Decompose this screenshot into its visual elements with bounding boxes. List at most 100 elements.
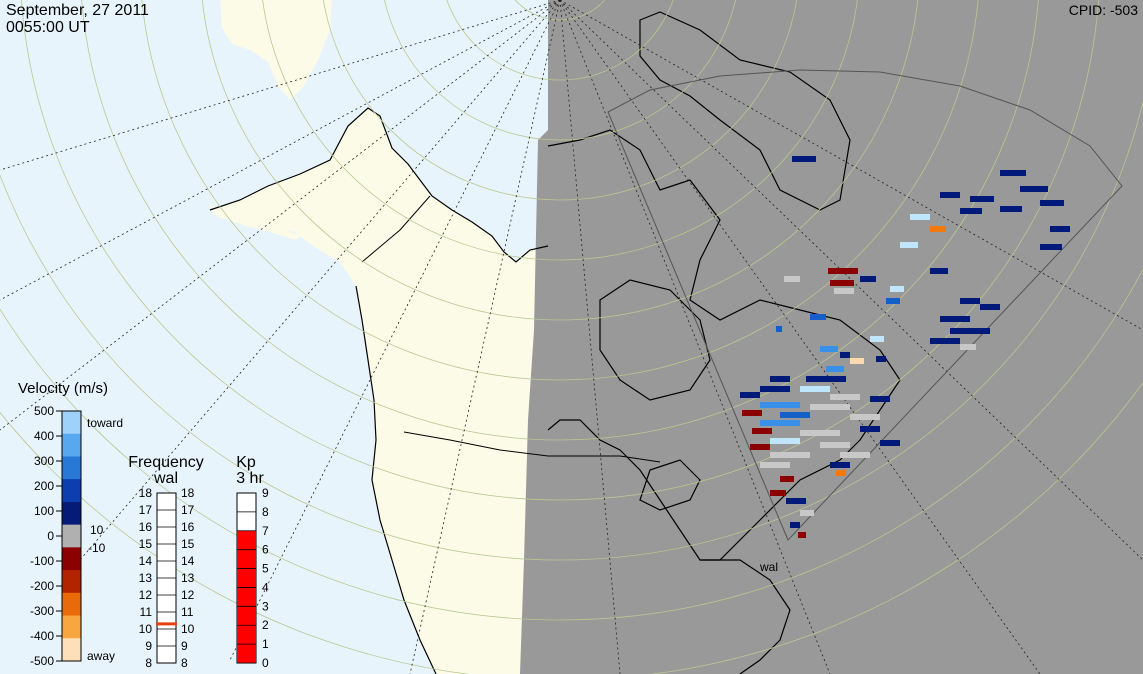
frequency-tick-label-left: 8	[145, 656, 152, 670]
night-region	[548, 0, 1143, 674]
frequency-tick-label-left: 9	[145, 639, 152, 653]
kp-subtitle: 3 hr	[236, 470, 264, 487]
day-land-greenland	[220, 0, 332, 100]
velocity-tick-label: 400	[34, 429, 54, 443]
night-coast-lakes	[639, 459, 701, 511]
echo-cell	[950, 328, 990, 334]
frequency-tick-label-right: 15	[181, 537, 195, 551]
echo-cell	[940, 192, 960, 198]
frequency-radar: wal	[153, 470, 178, 487]
frequency-tick-label-left: 16	[139, 520, 153, 534]
velocity-ticks: 500 400 300 200 100 0 -100 -200 -300 -400 -500	[30, 404, 62, 668]
velocity-color-segment	[62, 615, 81, 639]
echo-cell	[850, 358, 864, 364]
frequency-tick-label-right: 12	[181, 588, 195, 602]
echo-cell	[836, 470, 846, 476]
kp-tick-label: 2	[262, 618, 269, 632]
echo-cell	[930, 268, 948, 274]
echo-cell	[900, 242, 918, 248]
echo-cell	[760, 402, 800, 408]
frequency-tick-label-left: 18	[139, 486, 153, 500]
echo-cell	[784, 276, 800, 282]
frequency-tick-label-left: 11	[140, 605, 153, 619]
echo-cell	[742, 410, 762, 416]
kp-legend: Kp 3 hr 9 8 7 6 5 4 3 2 1 0	[236, 454, 269, 670]
frequency-tick-label-right: 9	[181, 639, 188, 653]
echo-cell	[1000, 206, 1022, 212]
kp-tick-label: 9	[262, 486, 269, 500]
velocity-tick-label: 100	[34, 504, 54, 518]
echo-cell	[960, 208, 982, 214]
velocity-tick-label: -200	[30, 579, 54, 593]
echo-cell	[960, 344, 976, 350]
border-us-canada	[403, 431, 661, 463]
velocity-gs-pos: 10	[90, 523, 104, 537]
echo-cell	[820, 346, 838, 352]
night-coast-hudson-bay	[599, 279, 711, 401]
kp-tick-label: 6	[262, 543, 269, 557]
echo-cell	[810, 314, 826, 320]
day-coast-west	[355, 285, 437, 674]
echo-cell	[800, 510, 814, 516]
latitude-circle	[0, 268, 1143, 621]
echo-cell	[790, 522, 800, 528]
frequency-tick-label-right: 14	[181, 554, 195, 568]
echo-cell	[798, 532, 806, 538]
echo-cell	[760, 462, 790, 468]
echo-cell	[806, 376, 846, 382]
echo-cell	[810, 404, 850, 410]
night-coast-greenland	[639, 11, 851, 211]
velocity-color-segment	[62, 479, 81, 503]
frequency-tick-label-left: 15	[139, 537, 153, 551]
echo-cell	[750, 444, 770, 450]
echo-cell	[1040, 244, 1062, 250]
echo-cell	[870, 336, 884, 342]
echo-cell	[830, 462, 850, 468]
radar-echoes	[740, 156, 1070, 538]
kp-ticks: 9 8 7 6 5 4 3 2 1 0	[237, 486, 269, 670]
frequency-tick-label-right: 13	[181, 571, 195, 585]
day-land-north-america	[210, 108, 548, 674]
echo-cell	[830, 280, 854, 286]
velocity-tick-label: -300	[30, 604, 54, 618]
latitude-circle	[141, 0, 979, 381]
echo-cell	[760, 386, 790, 392]
echo-cell	[770, 452, 810, 458]
velocity-toward-label: toward	[87, 416, 123, 430]
echo-cell	[770, 376, 790, 382]
velocity-color-segment	[62, 570, 81, 594]
velocity-color-bar	[62, 411, 81, 662]
latitude-circle	[322, 0, 798, 201]
echo-cell	[930, 226, 946, 232]
echo-cell	[910, 214, 930, 220]
latitude-circle	[384, 0, 736, 141]
echo-cell	[776, 326, 782, 332]
echo-cell	[786, 498, 806, 504]
echo-cell	[820, 442, 850, 448]
radar-site-label: wal	[759, 560, 778, 574]
echo-cell	[740, 392, 760, 398]
echo-cell	[860, 276, 876, 282]
echo-cell	[830, 394, 860, 400]
velocity-tick-label: -100	[30, 554, 54, 568]
echo-cell	[1000, 170, 1026, 176]
echo-cell	[840, 452, 870, 458]
frequency-tick-label-right: 17	[181, 503, 195, 517]
meridian-line	[0, 0, 561, 301]
velocity-legend: Velocity (m/s) 500 400 300 200 100 0 -100 -200 -…	[18, 380, 123, 668]
kp-tick-label: 4	[262, 580, 269, 594]
latitude-circle	[21, 0, 1099, 501]
frequency-tick-label-right: 11	[181, 605, 194, 619]
frequency-tick-label-right: 16	[181, 520, 195, 534]
echo-cell	[760, 420, 800, 426]
echo-cell	[890, 286, 904, 292]
echo-cell	[1050, 226, 1070, 232]
echo-cell	[770, 490, 786, 496]
velocity-tick-label: 0	[47, 529, 54, 543]
echo-cell	[800, 430, 840, 436]
echo-cell	[876, 356, 886, 362]
frequency-tick-label-left: 12	[139, 588, 153, 602]
